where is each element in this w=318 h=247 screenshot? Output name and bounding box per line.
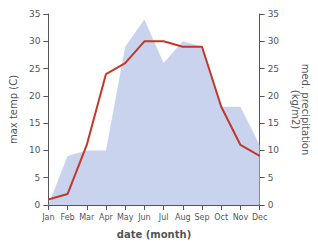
svg-text:Jul: Jul: [158, 213, 169, 222]
svg-text:(kg/m2): (kg/m2): [290, 90, 301, 130]
svg-text:0: 0: [268, 200, 274, 210]
svg-text:Apr: Apr: [99, 213, 114, 222]
svg-text:35: 35: [29, 9, 40, 19]
svg-text:10: 10: [268, 145, 280, 155]
svg-text:10: 10: [29, 145, 41, 155]
svg-text:med. precipitation: med. precipitation: [299, 63, 311, 156]
svg-text:Mar: Mar: [79, 213, 95, 222]
svg-text:0: 0: [35, 200, 41, 210]
svg-text:May: May: [117, 213, 134, 222]
svg-text:Jan: Jan: [41, 213, 54, 222]
svg-text:Sep: Sep: [194, 213, 209, 222]
svg-text:30: 30: [268, 36, 280, 46]
svg-text:Nov: Nov: [233, 213, 249, 222]
svg-text:5: 5: [35, 173, 41, 183]
svg-text:30: 30: [29, 36, 41, 46]
svg-text:Jun: Jun: [137, 213, 151, 222]
svg-text:35: 35: [268, 9, 279, 19]
svg-text:20: 20: [29, 91, 41, 101]
svg-text:15: 15: [268, 118, 279, 128]
svg-text:date (month): date (month): [117, 229, 191, 240]
svg-text:Dec: Dec: [252, 213, 267, 222]
svg-text:Aug: Aug: [175, 213, 191, 222]
svg-text:Feb: Feb: [60, 213, 74, 222]
svg-text:25: 25: [268, 64, 279, 74]
svg-text:5: 5: [268, 173, 274, 183]
svg-text:max temp (C): max temp (C): [8, 75, 19, 144]
svg-text:25: 25: [29, 64, 40, 74]
svg-text:Oct: Oct: [214, 213, 228, 222]
svg-text:20: 20: [268, 91, 280, 101]
svg-text:15: 15: [29, 118, 40, 128]
